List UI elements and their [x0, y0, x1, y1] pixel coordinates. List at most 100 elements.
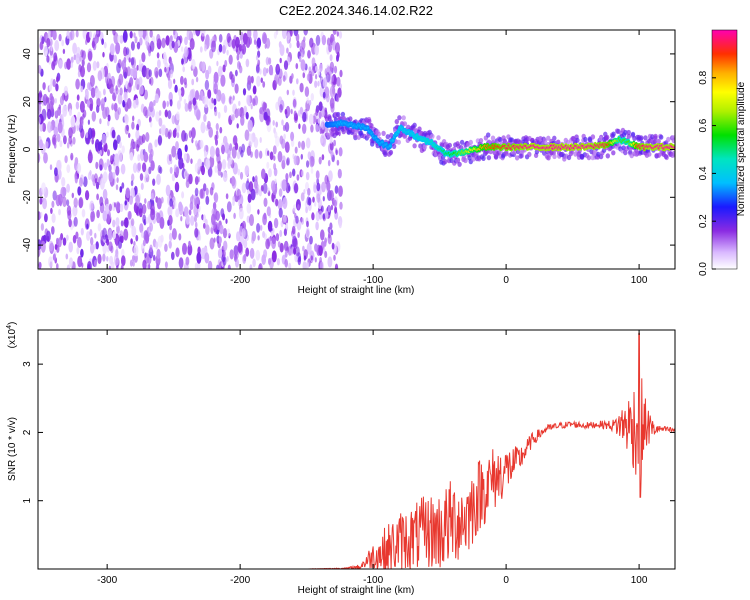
heatmap-cell [129, 195, 133, 205]
heatmap-cell [292, 235, 297, 248]
heatmap-cell [221, 144, 225, 155]
heatmap-cell [123, 228, 129, 241]
heatmap-cell [311, 212, 315, 221]
heatmap-cell [318, 245, 323, 256]
heatmap-cell [643, 135, 648, 141]
heatmap-cell [268, 258, 271, 265]
heatmap-cell [93, 259, 98, 268]
heatmap-cell [281, 119, 284, 126]
heatmap-cell [283, 133, 286, 140]
heatmap-cell [156, 248, 161, 259]
heatmap-cell [89, 31, 93, 39]
heatmap-cell [277, 199, 283, 211]
heatmap-cell [275, 135, 280, 147]
heatmap-cell [157, 235, 163, 248]
heatmap-cell [62, 48, 66, 55]
heatmap-cell [194, 208, 197, 215]
heatmap-cell [486, 132, 491, 138]
heatmap-cell [152, 178, 156, 186]
heatmap-cell [638, 136, 643, 142]
heatmap-cell [129, 259, 133, 267]
heatmap-cell [64, 155, 68, 164]
heatmap-cell [121, 182, 125, 189]
heatmap-cell [44, 213, 48, 223]
heatmap-cell [213, 98, 217, 106]
heatmap-cell [171, 115, 176, 125]
heatmap-cell [315, 65, 318, 72]
heatmap-cell [220, 171, 223, 178]
heatmap-cell [246, 215, 250, 223]
heatmap-cell [196, 252, 202, 264]
heatmap-cell [227, 264, 231, 269]
heatmap-cell [259, 224, 263, 231]
heatmap-cell [338, 220, 342, 229]
heatmap-cell [222, 256, 227, 266]
heatmap-cell [332, 30, 337, 35]
heatmap-cell [102, 51, 105, 58]
heatmap-cell [215, 123, 219, 131]
heatmap-cell [149, 40, 155, 52]
heatmap-cell [324, 107, 327, 113]
heatmap-cell [299, 106, 304, 115]
heatmap-cell [91, 111, 97, 122]
heatmap-cell [138, 76, 143, 86]
heatmap-cell [237, 108, 241, 117]
heatmap-cell [330, 37, 333, 44]
heatmap-cell [217, 65, 223, 77]
heatmap-cell [53, 52, 58, 62]
heatmap-cell [156, 52, 160, 59]
heatmap-cell [289, 42, 292, 49]
heatmap-cell [459, 139, 465, 145]
heatmap-cell [148, 166, 152, 175]
heatmap-cell [61, 39, 65, 47]
heatmap-cell [265, 56, 270, 66]
heatmap-cell [266, 161, 270, 169]
heatmap-cell [51, 213, 56, 224]
x-tick-label: -200 [230, 575, 250, 586]
heatmap-cell [103, 88, 106, 96]
heatmap-cell [187, 100, 193, 112]
heatmap-cell [130, 41, 135, 51]
heatmap-cell [138, 63, 142, 72]
heatmap-cell [315, 74, 318, 80]
heatmap-cell [334, 206, 338, 214]
heatmap-cell [328, 231, 331, 239]
heatmap-cell [331, 75, 335, 83]
heatmap-cell [376, 131, 381, 137]
heatmap-cell [56, 133, 61, 143]
heatmap-cell [235, 69, 238, 77]
heatmap-cell [157, 59, 161, 69]
heatmap-cell [293, 155, 298, 166]
heatmap-cell [80, 85, 84, 93]
heatmap-cell [295, 215, 299, 224]
heatmap-cell [51, 134, 57, 146]
heatmap-cell [80, 65, 85, 78]
heatmap-cell [84, 89, 90, 100]
heatmap-cell [338, 185, 343, 197]
heatmap-cell [422, 144, 428, 150]
heatmap-cell [97, 223, 102, 232]
heatmap-cell [298, 255, 302, 262]
heatmap-cell [262, 81, 266, 88]
heatmap-cell [180, 46, 184, 52]
heatmap-cell [184, 132, 188, 142]
heatmap-cell [238, 207, 244, 220]
heatmap-cell [91, 138, 94, 145]
heatmap-cell [180, 86, 185, 97]
heatmap-cell [287, 31, 291, 41]
heatmap-cell [321, 154, 325, 161]
heatmap-cell [127, 82, 132, 93]
heatmap-cell [95, 161, 99, 170]
heatmap-cell [48, 240, 54, 252]
heatmap-cell [326, 181, 331, 192]
heatmap-cell [128, 132, 131, 139]
heatmap-cell [221, 159, 227, 170]
heatmap-cell [652, 139, 658, 145]
heatmap-cell [195, 30, 201, 37]
heatmap-cell [121, 255, 126, 267]
heatmap-cell [179, 94, 183, 102]
heatmap-cell [263, 102, 267, 111]
heatmap-cell [337, 168, 342, 179]
heatmap-cell [305, 100, 311, 112]
